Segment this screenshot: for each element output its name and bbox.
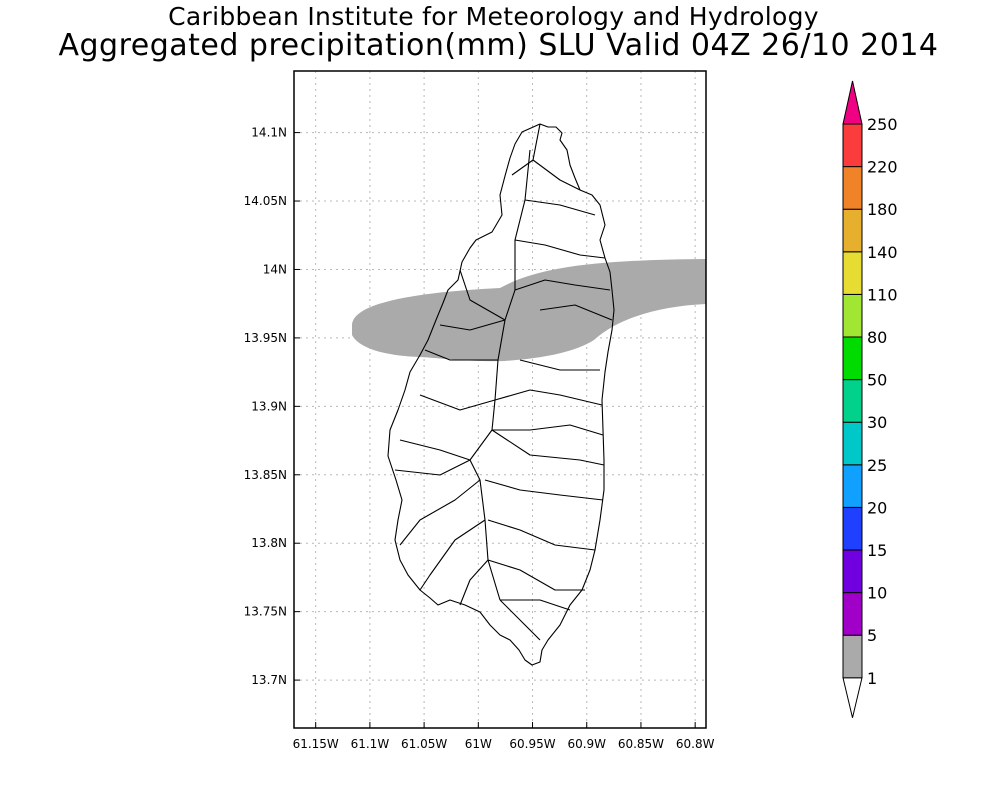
lon-tick-label: 61.15W <box>293 737 339 751</box>
colorbar-box <box>842 592 863 636</box>
lon-tick-label: 61.1W <box>351 737 390 751</box>
lat-tick-label: 13.7N <box>251 673 287 687</box>
colorbar-box <box>842 166 863 210</box>
drainage-line <box>459 559 489 606</box>
lon-tick-label: 61.05W <box>401 737 447 751</box>
lon-tick-label: 60.95W <box>509 737 555 751</box>
drainage-line <box>419 394 496 411</box>
colorbar-label: 25 <box>867 456 887 475</box>
drainage-line <box>500 599 571 611</box>
colorbar-label: 250 <box>867 115 898 134</box>
chart-subtitle: Aggregated precipitation(mm) SLU Valid 0… <box>58 28 939 63</box>
island-coastline <box>387 123 615 666</box>
island-saint-lucia <box>387 123 615 666</box>
drainage-line <box>539 304 613 321</box>
map-grid <box>294 71 706 728</box>
drainage-line <box>459 269 506 321</box>
lon-tick-label: 60.8W <box>676 737 715 751</box>
drainage-line <box>514 239 606 259</box>
colorbar-box <box>842 293 863 338</box>
lat-tick-label: 14.1N <box>251 126 287 140</box>
drainage-line <box>511 123 541 176</box>
drainage-line <box>399 439 471 461</box>
colorbar-label: 30 <box>867 413 887 432</box>
drainage-line <box>532 159 581 191</box>
drainage-line <box>439 319 506 331</box>
drainage-line <box>424 349 498 361</box>
map-frame <box>293 70 707 729</box>
colorbar-bottom-triangle <box>842 677 863 718</box>
colorbar-box <box>842 251 863 295</box>
lat-tick-label: 13.95N <box>244 331 287 345</box>
drainage-line <box>419 519 486 591</box>
drainage-line <box>487 519 596 551</box>
drainage-line <box>514 279 611 291</box>
drainage-line <box>494 389 603 406</box>
drainage-line <box>499 599 541 641</box>
chart-title: Caribbean Institute for Meteorology and … <box>168 2 819 31</box>
colorbar-box <box>842 208 863 253</box>
colorbar-label: 15 <box>867 541 887 560</box>
colorbar-box <box>842 549 863 594</box>
drainage-line <box>399 479 481 546</box>
colorbar-label: 110 <box>867 285 898 304</box>
colorbar-label: 10 <box>867 584 887 603</box>
colorbar-label: 50 <box>867 371 887 390</box>
drainage-line <box>524 199 596 216</box>
lat-tick-label: 13.9N <box>251 399 287 413</box>
lon-tick-label: 61W <box>465 737 492 751</box>
lat-tick-label: 13.85N <box>244 468 287 482</box>
colorbar-label: 20 <box>867 498 887 517</box>
colorbar-label: 140 <box>867 243 898 262</box>
colorbar-box <box>842 379 863 423</box>
colorbar-label: 180 <box>867 200 898 219</box>
lon-tick-label: 60.85W <box>618 737 664 751</box>
colorbar-box <box>842 123 863 168</box>
axis-labels: 61.15W 61.1W 61.05W 61W 60.95W 60.9W 60.85W 60.… <box>244 126 715 751</box>
lat-tick-label: 13.75N <box>244 605 287 619</box>
colorbar-label: 5 <box>867 626 877 645</box>
precip-band <box>352 259 706 362</box>
drainage-line <box>519 359 600 371</box>
lon-tick-label: 60.9W <box>567 737 606 751</box>
lat-tick-label: 13.8N <box>251 536 287 550</box>
drainage-line <box>394 459 471 476</box>
lat-tick-label: 14N <box>263 262 287 276</box>
colorbar-box <box>842 464 863 508</box>
drainage-line <box>492 424 604 436</box>
colorbar-box <box>842 634 863 679</box>
lat-tick-label: 14.05N <box>244 194 287 208</box>
colorbar-box <box>842 421 863 466</box>
drainage-line <box>491 429 605 466</box>
drainage-line <box>484 479 604 501</box>
colorbar-label: 220 <box>867 158 898 177</box>
colorbar-label: 80 <box>867 328 887 347</box>
colorbar-top-triangle <box>842 80 863 125</box>
colorbar-box <box>842 506 863 551</box>
drainage-line <box>487 559 585 591</box>
colorbar-box <box>842 336 863 381</box>
colorbar-label: 1 <box>867 669 877 688</box>
